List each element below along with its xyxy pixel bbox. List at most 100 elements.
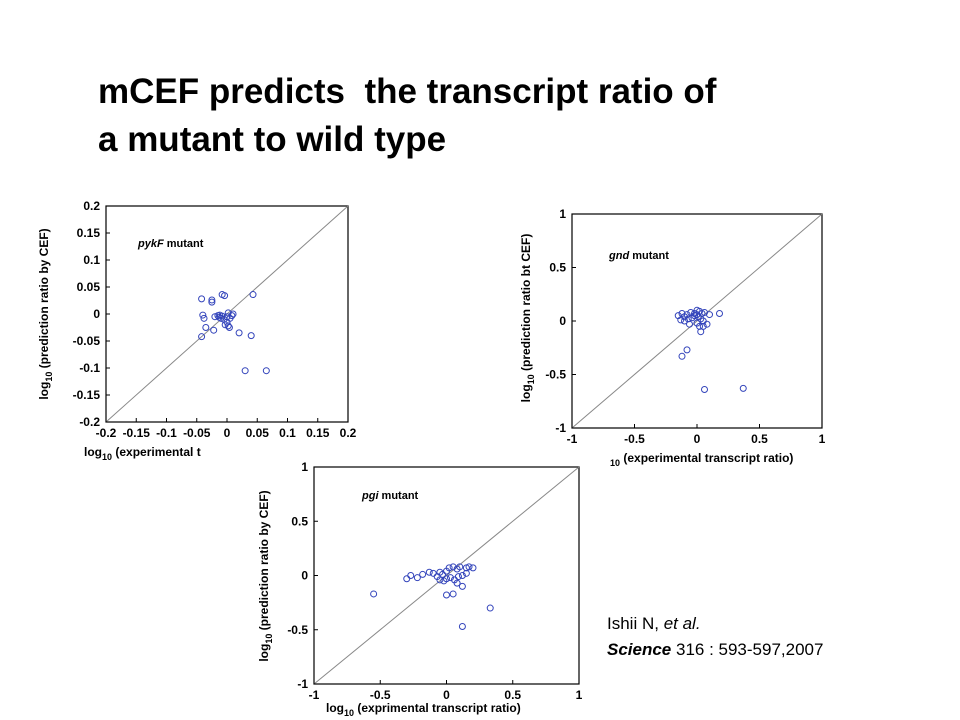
y-tick-label: 0.1 [83, 253, 100, 267]
y-axis-label: log10 (prediction ratio by CEF) [257, 490, 274, 661]
identity-line [571, 213, 823, 429]
data-point [229, 310, 237, 318]
data-point [198, 295, 206, 303]
data-point [683, 346, 691, 354]
data-point [486, 604, 494, 612]
x-tick-label: 1 [576, 688, 583, 702]
y-tick-label: -0.1 [79, 361, 100, 375]
citation-authors-line: Ishii N, et al. [607, 611, 823, 637]
citation: Ishii N, et al. Science 316 : 593-597,20… [607, 611, 823, 663]
x-tick-label: -0.5 [370, 688, 391, 702]
y-tick-label: -0.15 [73, 388, 101, 402]
y-tick-label: -0.5 [287, 623, 308, 637]
data-point [449, 590, 457, 598]
data-point [453, 579, 461, 587]
data-point [198, 333, 206, 341]
data-point [224, 322, 232, 330]
annotation-pykf: pykF mutant [137, 238, 204, 250]
data-point [683, 311, 691, 319]
y-tick-label: 1 [301, 460, 308, 474]
data-point [686, 320, 693, 328]
data-point [697, 328, 705, 336]
y-tick-label: 0.05 [77, 280, 101, 294]
data-point [221, 292, 229, 300]
chart-pgi-mutant: -1 -0.5 0 0.5 1 1 0.5 0 -0.5 -1 pgi mutant log10 … [257, 460, 583, 718]
data-point [235, 329, 243, 337]
x-tick-label: 0.15 [306, 426, 330, 440]
plot-area: -1 -0.5 0 0.5 1 1 0.5 0 -0.5 -1 [545, 207, 825, 446]
y-tick-label: -0.2 [79, 415, 100, 429]
data-point [458, 572, 466, 579]
data-point [202, 324, 210, 331]
data-point [445, 564, 453, 572]
y-tick-label: 0.2 [83, 199, 100, 213]
x-axis-label: log10 (exprimental transcript ratio) [326, 701, 521, 718]
citation-authors: Ishii N, [607, 614, 664, 633]
data-point [407, 572, 415, 579]
data-point [210, 326, 218, 334]
data-point [458, 622, 466, 630]
slide-title-line-1: mCEF predicts the transcript ratio of [98, 72, 717, 111]
y-tick-label: -0.5 [545, 368, 566, 382]
x-tick-label: 0 [694, 432, 701, 446]
chart-gnd-mutant: -1 -0.5 0 0.5 1 1 0.5 0 -0.5 -1 gnd mutant log10 … [519, 207, 826, 468]
data-point [208, 296, 216, 304]
chart-pykf-mutant: -0.2 -0.15 -0.1 -0.05 0 0.05 0.1 0.15 0.2 0.2 0.15… [37, 199, 357, 462]
plot-area: -0.2 -0.15 -0.1 -0.05 0 0.05 0.1 0.15 0.2 0.2 0.15… [73, 199, 357, 440]
data-point [199, 311, 207, 319]
x-tick-label: 0.5 [751, 432, 768, 446]
data-point [706, 311, 713, 319]
data-point [262, 367, 270, 375]
x-axis-label: log10 (experimental t [84, 445, 201, 462]
x-tick-label: -0.15 [123, 426, 151, 440]
citation-volume-pages: 316 : 593-597,2007 [671, 640, 824, 659]
data-point [701, 385, 708, 393]
data-point [429, 569, 437, 577]
data-point [469, 564, 477, 572]
data-point [413, 574, 421, 582]
data-point [456, 563, 464, 571]
y-tick-label: -1 [555, 421, 566, 435]
slide-title: mCEF predicts the transcript ratio of a … [98, 68, 918, 164]
annotation-pgi: pgi mutant [361, 490, 419, 502]
x-tick-label: -0.1 [156, 426, 177, 440]
x-tick-label: 0.2 [340, 426, 357, 440]
data-point [739, 384, 747, 392]
data-point [677, 316, 685, 324]
y-tick-label: 0 [93, 307, 100, 321]
data-point [703, 320, 711, 328]
y-tick-label: 0 [559, 314, 566, 328]
data-point [228, 312, 236, 320]
plot-area: -1 -0.5 0 0.5 1 1 0.5 0 -0.5 -1 [287, 460, 582, 702]
data-point [225, 324, 233, 331]
annotation-gnd: gnd mutant [608, 250, 669, 262]
y-tick-label: 1 [559, 207, 566, 221]
y-tick-label: 0.5 [291, 514, 308, 528]
y-axis-label: log10 (prediction ratio bt CEF) [519, 234, 536, 403]
data-point [247, 332, 255, 340]
data-point [454, 573, 462, 581]
data-point [681, 317, 688, 325]
data-point [419, 570, 427, 578]
data-point [465, 563, 473, 571]
x-tick-label: 0 [443, 688, 450, 702]
x-tick-label: -1 [309, 688, 320, 702]
x-tick-label: -0.2 [96, 426, 117, 440]
x-tick-label: 1 [819, 432, 826, 446]
x-axis-label: 10 (experimental transcript ratio) [610, 451, 793, 468]
y-tick-label: -0.05 [73, 334, 101, 348]
data-point [425, 568, 433, 576]
data-point [458, 582, 466, 590]
x-tick-label: -1 [567, 432, 578, 446]
data-point [462, 569, 470, 577]
data-point [443, 591, 450, 599]
data-point [449, 563, 457, 571]
citation-journal-line: Science 316 : 593-597,2007 [607, 637, 823, 663]
x-tick-label: 0.05 [246, 426, 270, 440]
y-axis-label: log10 (prediction ratio by CEF) [37, 228, 54, 399]
data-point [370, 590, 378, 598]
x-tick-label: -0.05 [183, 426, 211, 440]
data-point [249, 291, 257, 299]
data-point [443, 575, 450, 583]
data-point [200, 314, 208, 322]
